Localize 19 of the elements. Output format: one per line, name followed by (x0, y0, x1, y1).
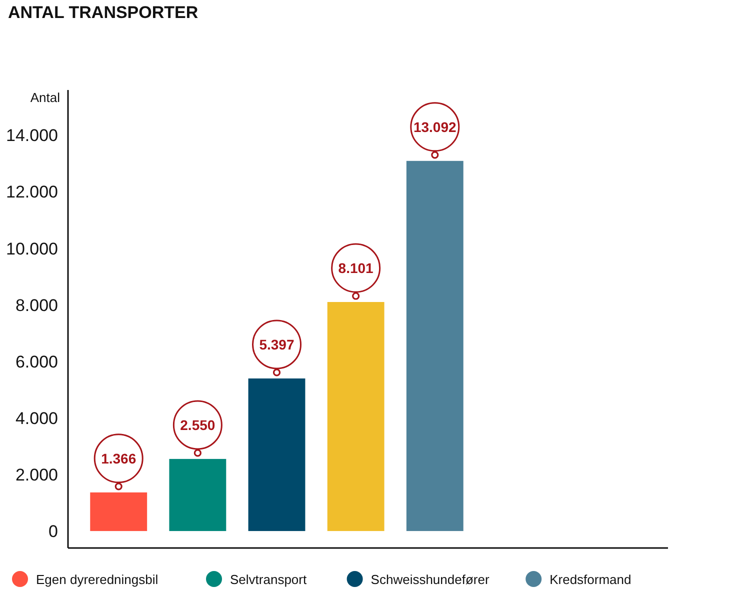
y-tick-label: 0 (48, 522, 58, 541)
legend-label: Kredsformand (550, 572, 632, 587)
data-label: 5.397 (259, 336, 294, 352)
legend-label: Egen dyreredningsbil (36, 572, 158, 587)
y-tick-label: 6.000 (15, 352, 58, 372)
data-label: 13.092 (413, 118, 457, 135)
chart-title: ANTAL TRANSPORTER (8, 3, 198, 22)
y-axis-title: Antal (30, 90, 60, 105)
legend-label: Selvtransport (230, 572, 307, 587)
y-tick-label: 12.000 (6, 182, 58, 202)
data-label: 8.101 (338, 260, 374, 276)
y-tick-label: 10.000 (6, 239, 58, 258)
y-tick-label: 14.000 (6, 126, 58, 146)
legend-label: Schweisshundefører (370, 572, 490, 587)
y-tick-label: 8.000 (15, 296, 58, 315)
y-tick-label: 2.000 (15, 465, 58, 484)
data-label: 2.550 (180, 416, 216, 433)
y-tick-label: 4.000 (15, 408, 58, 428)
data-label: 1.366 (101, 450, 136, 466)
